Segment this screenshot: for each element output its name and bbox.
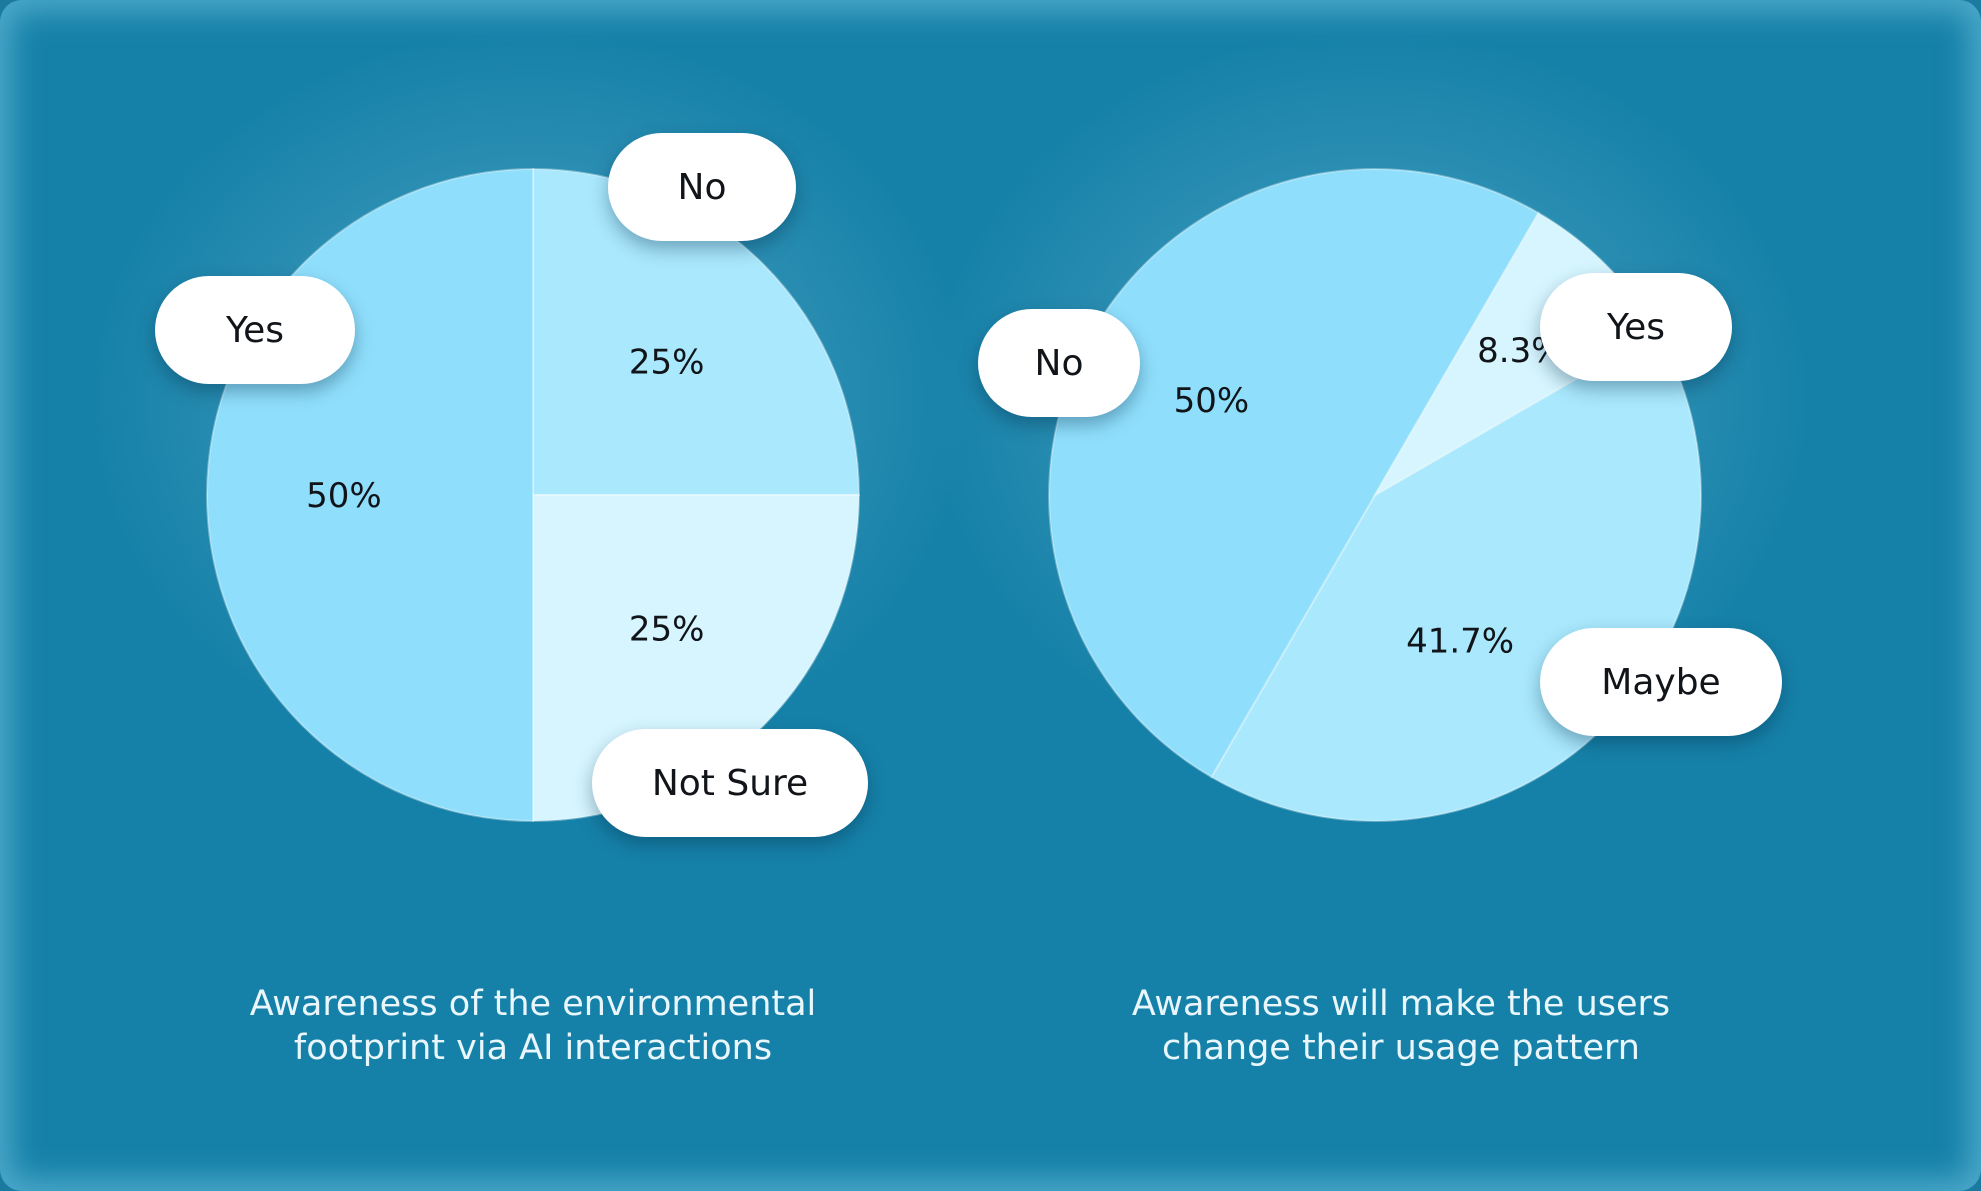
pie1-caption-line1: Awareness of the environmental	[249, 984, 817, 1024]
pie2-caption-line2: change their usage pattern	[1162, 1028, 1640, 1068]
pie1-caption-line2: footprint via AI interactions	[293, 1028, 773, 1068]
pie-chart-awareness: 25% 25% 50%	[206, 167, 861, 823]
pie2-value-yes: 41.7%	[1406, 621, 1514, 661]
pie1-value-no: 25%	[629, 342, 705, 382]
pie2-label-no: No	[978, 309, 1140, 417]
pie2-caption: Awareness will make the users change the…	[1051, 982, 1751, 1070]
pie2-label-maybe: Maybe	[1540, 628, 1782, 736]
pie2-value-maybe: 50%	[1174, 381, 1250, 421]
pie2-label-yes: Yes	[1540, 273, 1732, 381]
pie1-label-yes: Yes	[155, 276, 355, 384]
pie1-label-not-sure: Not Sure	[592, 729, 868, 837]
pie2-caption-line1: Awareness will make the users	[1131, 984, 1671, 1024]
pie1-value-yes: 50%	[306, 476, 382, 516]
pie1-label-no: No	[608, 133, 796, 241]
pie1-value-not-sure: 25%	[629, 610, 705, 650]
pie1-slice-no	[532, 167, 861, 496]
pie1-caption: Awareness of the environmental footprint…	[183, 982, 883, 1070]
